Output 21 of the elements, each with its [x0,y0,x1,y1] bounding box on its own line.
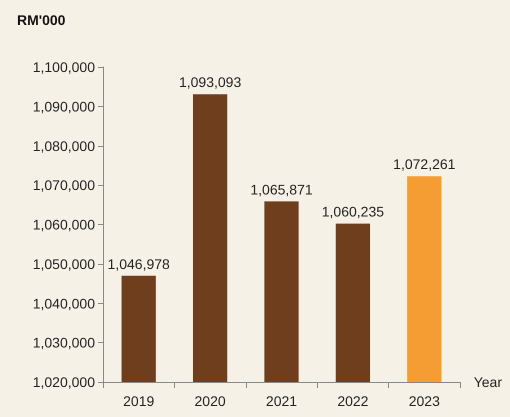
x-tick-label: 2022 [337,393,369,409]
y-tick-label: 1,080,000 [32,138,96,154]
y-tick-label: 1,060,000 [32,216,96,232]
y-tick-label: 1,020,000 [32,374,96,390]
y-tick-label: 1,030,000 [32,334,96,351]
y-tick-label: 1,100,000 [32,59,96,75]
data-label: 1,060,235 [322,204,384,220]
y-tick-label: 1,040,000 [32,295,96,312]
data-label: 1,093,093 [178,74,242,90]
y-axis-title: RM'000 [17,12,66,28]
x-tick-label: 2021 [266,393,298,409]
x-tick-label: 2020 [194,393,226,409]
data-label: 1,046,978 [108,256,170,272]
y-tick-label: 1,050,000 [32,256,96,272]
y-tick-label: 1,090,000 [32,98,96,114]
x-axis-title: Year [474,374,502,390]
x-tick-label: 2019 [123,393,154,409]
data-label: 1,065,871 [250,181,313,198]
data-label: 1,072,261 [393,156,456,172]
y-tick-label: 1,070,000 [32,177,96,194]
x-tick-label: 2023 [408,393,440,409]
